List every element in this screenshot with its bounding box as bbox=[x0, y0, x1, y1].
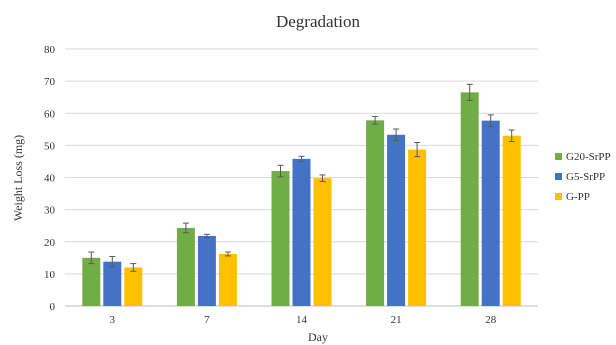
legend-label: G-PP bbox=[566, 191, 590, 203]
error-bar bbox=[182, 222, 189, 234]
error-bars bbox=[88, 83, 515, 272]
bar bbox=[460, 92, 479, 307]
error-bar bbox=[372, 115, 379, 125]
x-tick-label: 14 bbox=[296, 314, 308, 326]
bar bbox=[313, 178, 332, 306]
bar bbox=[124, 267, 143, 306]
legend-label: G5-SrPP bbox=[566, 171, 605, 183]
bar bbox=[408, 149, 427, 306]
x-tick-label: 21 bbox=[391, 314, 402, 326]
y-tick-labels: 0 10 20 30 40 50 60 70 80 bbox=[44, 44, 56, 313]
bar bbox=[197, 235, 216, 306]
y-tick-label: 50 bbox=[44, 140, 56, 152]
y-tick-label: 30 bbox=[44, 205, 56, 217]
legend: G20-SrPP G5-SrPP G-PP bbox=[555, 151, 611, 203]
error-bar bbox=[224, 251, 231, 257]
bar bbox=[292, 158, 311, 306]
bar bbox=[271, 171, 290, 306]
legend-swatch bbox=[555, 173, 562, 180]
bar bbox=[176, 227, 195, 306]
legend-item: G20-SrPP bbox=[555, 151, 611, 163]
error-bar bbox=[298, 155, 305, 162]
error-bar bbox=[466, 83, 473, 101]
legend-item: G-PP bbox=[555, 191, 590, 203]
error-bar bbox=[319, 174, 326, 182]
error-bar bbox=[203, 233, 210, 239]
legend-swatch bbox=[555, 153, 562, 160]
legend-label: G20-SrPP bbox=[566, 151, 611, 163]
y-tick-label: 80 bbox=[44, 44, 56, 56]
bar bbox=[82, 257, 101, 306]
bar bbox=[366, 120, 385, 306]
y-axis-label: Weight Loss (mg) bbox=[11, 135, 25, 221]
bar bbox=[387, 134, 406, 306]
y-tick-label: 40 bbox=[44, 173, 56, 185]
y-tick-label: 20 bbox=[44, 237, 56, 249]
error-bar bbox=[508, 129, 515, 143]
x-tick-labels: 3 7 14 21 28 bbox=[110, 314, 497, 326]
x-axis-label: Day bbox=[308, 330, 328, 344]
bar bbox=[218, 253, 237, 306]
error-bar bbox=[109, 256, 116, 268]
bar bbox=[502, 135, 521, 306]
y-tick-label: 0 bbox=[50, 301, 56, 313]
error-bar bbox=[414, 141, 421, 158]
x-tick-label: 7 bbox=[204, 314, 210, 326]
error-bar bbox=[130, 263, 137, 272]
x-tick-label: 3 bbox=[110, 314, 116, 326]
error-bar bbox=[88, 251, 95, 265]
error-bar bbox=[393, 128, 400, 142]
x-tick-label: 28 bbox=[485, 314, 497, 326]
error-bar bbox=[277, 164, 284, 178]
legend-swatch bbox=[555, 193, 562, 200]
chart-title: Degradation bbox=[276, 12, 361, 31]
y-tick-label: 70 bbox=[44, 76, 56, 88]
bar bbox=[103, 261, 122, 306]
y-tick-label: 60 bbox=[44, 108, 56, 120]
y-tick-label: 10 bbox=[44, 269, 56, 281]
legend-item: G5-SrPP bbox=[555, 171, 605, 183]
bar bbox=[481, 120, 500, 306]
bars bbox=[82, 92, 521, 307]
error-bar bbox=[487, 114, 494, 127]
